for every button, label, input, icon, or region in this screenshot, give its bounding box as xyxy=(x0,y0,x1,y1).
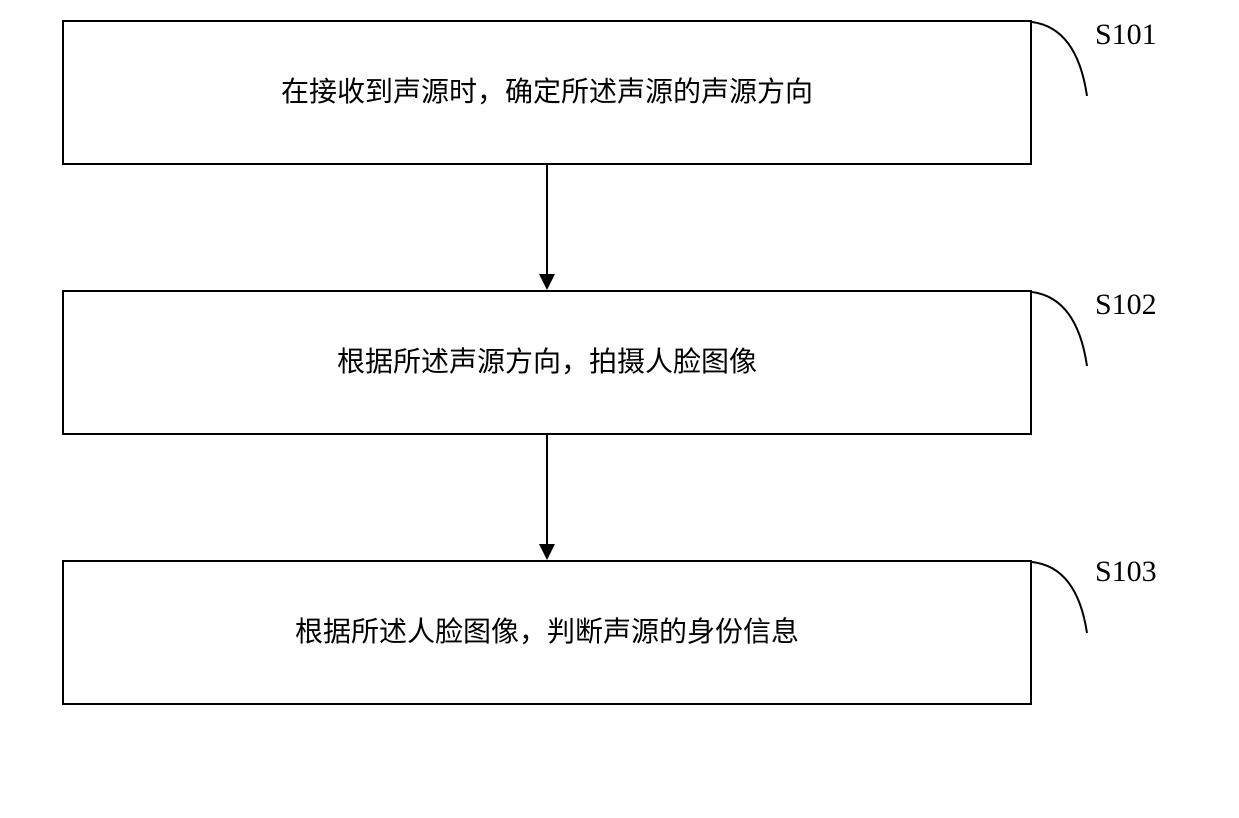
step-label-1: S101 xyxy=(1095,18,1157,52)
step-label-2: S102 xyxy=(1095,288,1157,322)
node-3-text: 根据所述人脸图像，判断声源的身份信息 xyxy=(295,613,799,652)
arrow-1-2-line xyxy=(546,165,548,274)
flowchart-node-3: 根据所述人脸图像，判断声源的身份信息 xyxy=(62,560,1032,705)
arrow-1-2-head xyxy=(539,274,555,290)
connector-curve-1 xyxy=(1032,18,1092,98)
step-label-3: S103 xyxy=(1095,555,1157,589)
flowchart-node-2: 根据所述声源方向，拍摄人脸图像 xyxy=(62,290,1032,435)
arrow-2-3-head xyxy=(539,544,555,560)
connector-curve-2 xyxy=(1032,288,1092,368)
node-2-text: 根据所述声源方向，拍摄人脸图像 xyxy=(337,343,757,382)
flowchart-container: 在接收到声源时，确定所述声源的声源方向 S101 根据所述声源方向，拍摄人脸图像… xyxy=(0,0,1239,818)
connector-curve-3 xyxy=(1032,555,1092,635)
node-1-text: 在接收到声源时，确定所述声源的声源方向 xyxy=(281,73,813,112)
arrow-2-3-line xyxy=(546,435,548,544)
flowchart-node-1: 在接收到声源时，确定所述声源的声源方向 xyxy=(62,20,1032,165)
